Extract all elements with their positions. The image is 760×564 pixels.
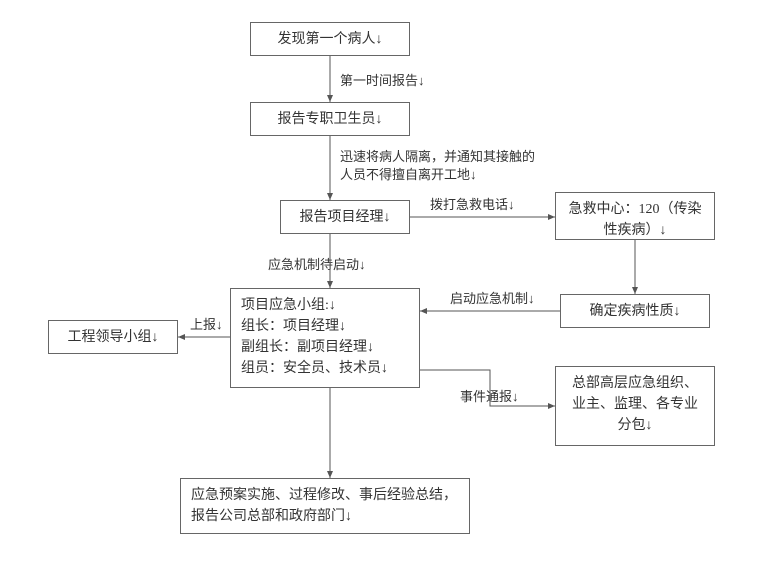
edge-label-mechanism-pending: 应急机制待启动↓ xyxy=(268,256,366,274)
node-emergency-plan-implementation: 应急预案实施、过程修改、事后经验总结，报告公司总部和政府部门↓ xyxy=(180,478,470,534)
node-emergency-center-120: 急救中心：120（传染性疾病）↓ xyxy=(555,192,715,240)
edge-label-call-emergency: 拨打急救电话↓ xyxy=(430,196,515,214)
node-hq-emergency-org: 总部高层应急组织、业主、监理、各专业分包↓ xyxy=(555,366,715,446)
node-discover-first-patient: 发现第一个病人↓ xyxy=(250,22,410,56)
node-determine-disease-nature: 确定疾病性质↓ xyxy=(560,294,710,328)
node-report-project-manager: 报告项目经理↓ xyxy=(280,200,410,234)
node-emergency-team: 项目应急小组:↓ 组长：项目经理↓ 副组长：副项目经理↓ 组员：安全员、技术员↓ xyxy=(230,288,420,388)
node-report-health-officer: 报告专职卫生员↓ xyxy=(250,102,410,136)
node-engineering-leadership: 工程领导小组↓ xyxy=(48,320,178,354)
edge-label-isolate-patient: 迅速将病人隔离，并通知其接触的人员不得擅自离开工地↓ xyxy=(340,148,540,184)
edge-label-report-up: 上报↓ xyxy=(190,316,223,334)
edge-label-incident-notice: 事件通报↓ xyxy=(460,388,519,406)
edge-label-activate-mechanism: 启动应急机制↓ xyxy=(450,290,535,308)
edge-label-first-report: 第一时间报告↓ xyxy=(340,72,425,90)
